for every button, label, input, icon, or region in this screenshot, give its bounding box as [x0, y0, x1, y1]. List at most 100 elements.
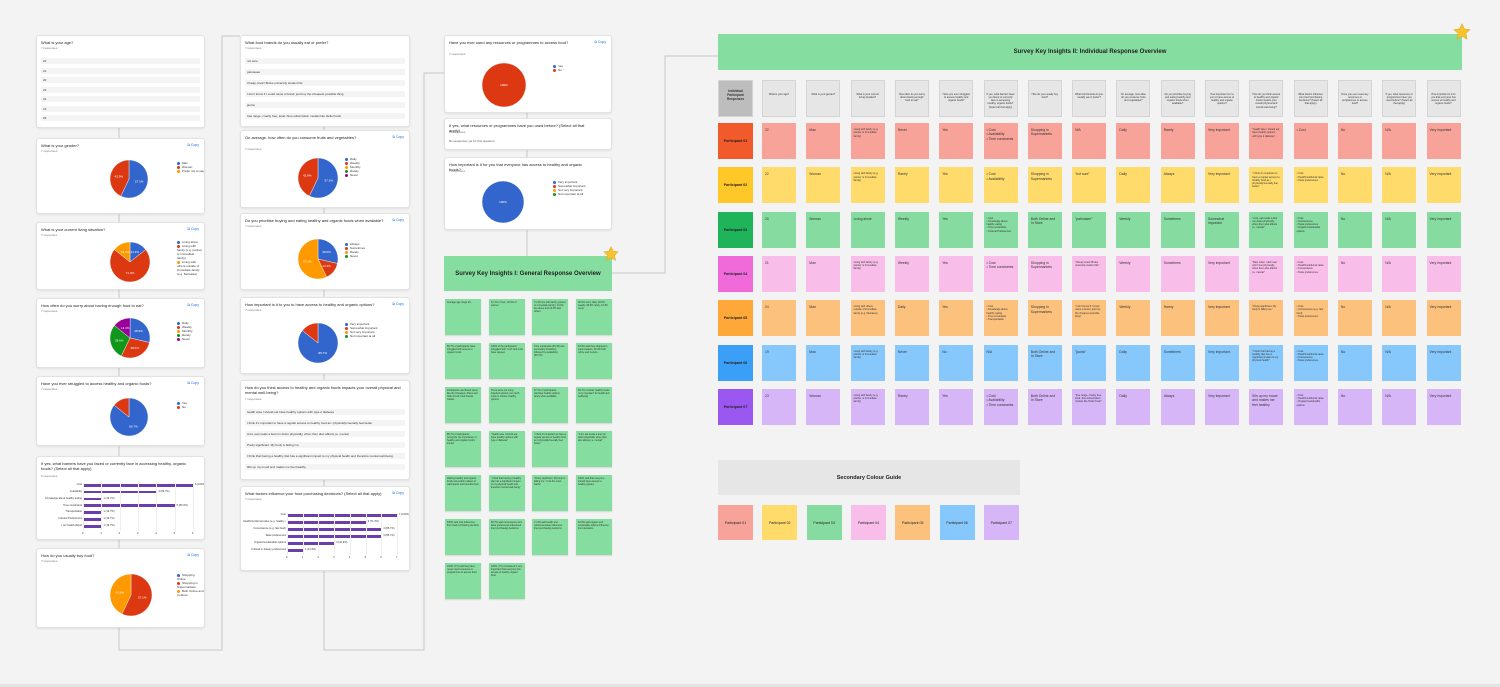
copy-chart-button[interactable]: ⧉ Copy: [187, 553, 199, 557]
sticky-note[interactable]: 85.7% of participants recognize the impo…: [445, 431, 481, 467]
grid-line: [83, 483, 84, 531]
sticky-note[interactable]: Average age range 20-: [445, 299, 481, 335]
legend-item: Yes: [553, 64, 563, 68]
copy-chart-button[interactable]: ⧉ Copy: [187, 381, 199, 385]
legend-item: Weekly: [177, 325, 193, 329]
copy-chart-button[interactable]: ⧉ Copy: [594, 40, 606, 44]
response-cell: 24: [762, 300, 796, 337]
sticky-note[interactable]: 100% said that everyone should have acce…: [576, 475, 612, 511]
response-cell: Very important: [1426, 123, 1461, 159]
legend-swatch: [177, 337, 180, 341]
sticky-note[interactable]: There were not many branded options; too…: [489, 387, 525, 423]
question-title: How important is it to you to have acces…: [245, 302, 375, 307]
sticky-note[interactable]: "I think that having a healthy diet has …: [489, 475, 525, 511]
pie-label: 57.1%: [138, 596, 147, 600]
legend-swatch: [177, 321, 180, 325]
sticky-note[interactable]: 71.4% live with family (partner or immed…: [532, 299, 568, 335]
sticky-note[interactable]: "A lot, eat meals a feel run down physic…: [576, 431, 612, 467]
chart-legend: Man Woman Prefer not to say: [177, 161, 204, 173]
everyone-question-card: How important is it for you that everyon…: [444, 157, 612, 230]
response-item: 21: [41, 67, 200, 74]
axis-tick-label: 4: [348, 556, 351, 559]
response-cell: Man: [806, 344, 841, 381]
response-cell: Daily: [1116, 344, 1151, 381]
sticky-note[interactable]: 100% (7/7) considered it very important …: [489, 563, 525, 599]
response-item: 19: [41, 105, 200, 112]
response-count: 7 responses: [41, 387, 58, 391]
sticky-note[interactable]: 100% said cost influences their food pur…: [445, 519, 481, 555]
sticky-note[interactable]: 85.7% consider healthy foods 'very impor…: [576, 387, 612, 423]
copy-chart-button[interactable]: ⧉ Copy: [187, 143, 199, 147]
response-cell: Woman: [806, 167, 841, 204]
sticky-note[interactable]: "Pretty significant. My body is failing …: [532, 475, 568, 511]
bottom-scrollbar[interactable]: [0, 684, 1500, 687]
grid-line: [101, 483, 103, 531]
pie-slice: [481, 62, 527, 108]
response-cell: N/A: [1382, 123, 1417, 159]
response-cell: No: [1337, 344, 1372, 381]
legend-item: Monthly: [345, 165, 361, 169]
legend-label: Weekly: [182, 325, 192, 329]
grid-line: [174, 483, 176, 531]
question-header: On average, how often do you consume fru…: [1116, 80, 1151, 117]
sticky-note[interactable]: 71.4% said health and nutritional value …: [532, 519, 568, 555]
response-item: A lot, eat meals a feel run down physica…: [245, 431, 405, 437]
axis-tick-label: 0: [82, 532, 84, 535]
response-cell: Both Online and In Store: [1027, 211, 1062, 248]
bar-category-label: Time constraints: [63, 503, 82, 507]
legend-item: Never: [345, 254, 365, 258]
sticky-note[interactable]: 100% of the participants struggled with …: [489, 343, 525, 379]
response-cell: Man: [806, 300, 841, 337]
copy-chart-button[interactable]: ⧉ Copy: [392, 302, 404, 306]
sticky-note[interactable]: 85.7% said convenience and taste prefere…: [489, 519, 525, 555]
copy-chart-button[interactable]: ⧉ Copy: [392, 491, 404, 495]
copy-chart-button[interactable]: ⧉ Copy: [187, 303, 199, 307]
sticky-note[interactable]: "I think it's important to have a regula…: [532, 431, 568, 467]
sticky-note[interactable]: 57.1% of participants prioritise healthy…: [532, 387, 568, 423]
sticky-note[interactable]: Making healthy and organic foods accessi…: [445, 475, 481, 511]
pie-chart: 28.6% 28.6% 28.6% 14.3%: [109, 317, 151, 359]
sticky-note[interactable]: 42.9% said they shopped in supermarkets,…: [576, 343, 612, 379]
bar-category-label: I am health-ill/god: [61, 524, 82, 528]
pie-label: 28.6%: [134, 329, 143, 333]
sticky-note[interactable]: 85.7% of participants have struggled wit…: [445, 343, 481, 379]
banner-title: Survey Key Insights I: General Response …: [455, 270, 601, 277]
response-cell: Both Online and In Store: [1027, 388, 1062, 425]
pie-chart: 85.7%: [109, 397, 149, 437]
copy-chart-button[interactable]: ⧉ Copy: [392, 135, 404, 139]
axis-tick-label: 1: [301, 556, 304, 559]
programmes-question-card: Have you ever used any resources or prog…: [444, 35, 612, 113]
legend-swatch: [177, 329, 180, 333]
sticky-note[interactable]: Time constraints (83.3%) are secondary l…: [532, 343, 568, 379]
sticky-note[interactable]: 100% (7/7) said they have never used res…: [445, 563, 481, 599]
response-item: 26: [41, 115, 200, 121]
legend-item: Living with others outside of immediate …: [177, 260, 203, 276]
response-count: 7 responses: [245, 224, 262, 228]
legend-label: Both Online and In-Store: [177, 589, 204, 597]
response-cell: Shopping in Supermarkets: [1027, 123, 1062, 159]
sticky-note[interactable]: 42.9% said organic and sustainable optio…: [576, 519, 612, 555]
sticky-note[interactable]: "Health wise I should eat have healthy o…: [489, 431, 525, 467]
response-cell: "Bad, when I don't eat well I feel physi…: [1249, 255, 1284, 292]
sticky-note[interactable]: Participants use Brand name like the Che…: [445, 387, 481, 423]
response-cell: Yes: [939, 255, 974, 292]
response-cell: N/A: [1382, 344, 1417, 381]
response-cell: N/A: [1382, 255, 1417, 292]
grid-line: [193, 483, 194, 531]
sticky-note[interactable]: 28.6% worry daily, 28.6% weekly, 28.6% r…: [576, 299, 612, 335]
bar: [287, 513, 397, 517]
copy-chart-button[interactable]: ⧉ Copy: [392, 218, 404, 222]
colour-swatch: Participant 02: [762, 505, 798, 540]
question-header: How important is it for you that everyon…: [1426, 80, 1461, 117]
participant-label: Participant 02: [718, 167, 753, 204]
legend-item: Shopping in Supermarkets: [177, 581, 204, 589]
copy-chart-button[interactable]: ⧉ Copy: [187, 227, 199, 231]
pie-slice: [481, 180, 525, 224]
response-cell: Daily: [1116, 123, 1151, 159]
legend-item: Not very important: [553, 188, 586, 192]
legend-item: Both Online and In-Store: [177, 589, 204, 597]
pie-slice: [109, 325, 131, 357]
response-cell: Living with family (e.g. partner or imme…: [850, 255, 885, 292]
response-cell: Weekly: [1116, 255, 1151, 292]
sticky-note[interactable]: 57.1% of men, 42.9% of women: [489, 299, 525, 335]
